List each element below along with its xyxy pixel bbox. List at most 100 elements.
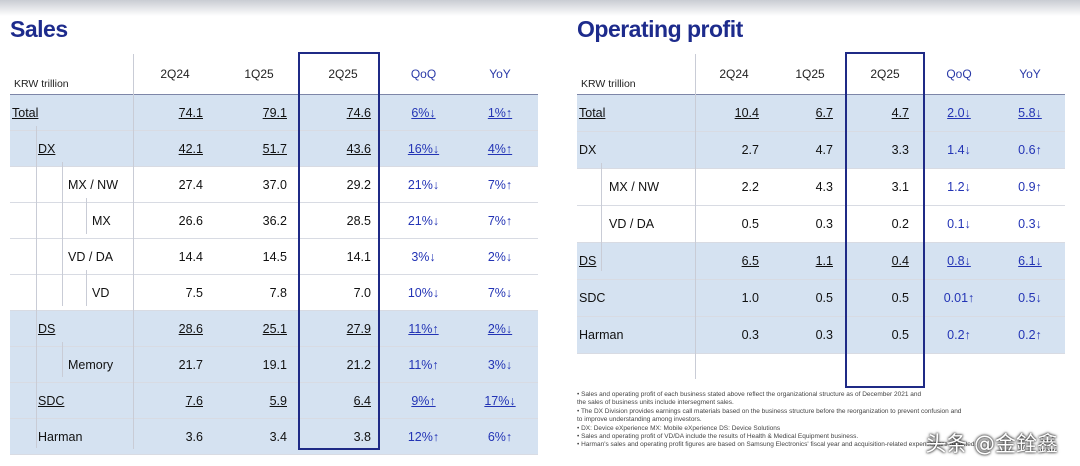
row-label: Total	[12, 105, 39, 120]
value-cell: 6.5	[695, 242, 773, 280]
change-cell: 5.8↓	[995, 94, 1065, 132]
change-cell: 1%↑	[462, 94, 538, 131]
row-label-cell: Memory	[10, 346, 133, 383]
row-label: Memory	[68, 357, 114, 372]
value-cell: 2.2	[695, 168, 773, 206]
change-cell: 7%↑	[462, 166, 538, 203]
op-col-header: QoQ	[923, 54, 995, 95]
row-label: DS	[38, 321, 56, 336]
change-cell: 11%↑	[385, 346, 462, 383]
table-row: DX 2.7 4.7 3.3 1.4↓ 0.6↑	[577, 131, 1065, 169]
value-cell: 0.4	[847, 242, 923, 280]
value-cell: 0.5	[695, 205, 773, 243]
value-cell: 14.4	[133, 238, 217, 275]
indent-guide-line	[695, 54, 696, 379]
value-cell: 1.1	[773, 242, 847, 280]
row-label-cell: MX	[10, 202, 133, 239]
op-header-row: KRW trillion 2Q24 1Q25 2Q25 QoQ YoY	[577, 54, 1065, 95]
sales-col-header: 1Q25	[217, 54, 301, 95]
change-cell: 12%↑	[385, 418, 462, 455]
change-cell: 21%↓	[385, 166, 462, 203]
value-cell: 1.0	[695, 279, 773, 317]
value-cell: 36.2	[217, 202, 301, 239]
indent-guide-line	[86, 270, 87, 306]
indent-guide-line	[36, 126, 37, 448]
value-cell: 0.5	[773, 279, 847, 317]
table-row: Memory 21.7 19.1 21.2 11%↑ 3%↓	[10, 346, 538, 383]
op-2q25-highlight-box	[845, 52, 925, 388]
table-row: VD / DA 14.4 14.5 14.1 3%↓ 2%↓	[10, 238, 538, 275]
change-cell: 6.1↓	[995, 242, 1065, 280]
footnote-line: • Sales and operating profit of VD/DA in…	[577, 433, 859, 441]
row-label-cell: DS	[10, 310, 133, 347]
value-cell: 37.0	[217, 166, 301, 203]
row-label-cell: MX / NW	[10, 166, 133, 203]
sales-col-header: QoQ	[385, 54, 462, 95]
value-cell: 28.5	[301, 202, 385, 239]
footnote-line: to improve understanding among investors…	[577, 416, 702, 424]
change-cell: 0.2↑	[923, 316, 995, 354]
indent-guide-line	[86, 198, 87, 234]
table-row: Harman 0.3 0.3 0.5 0.2↑ 0.2↑	[577, 316, 1065, 354]
change-cell: 1.4↓	[923, 131, 995, 169]
indent-guide-line	[601, 163, 602, 271]
row-label: MX / NW	[68, 177, 118, 192]
change-cell: 16%↓	[385, 130, 462, 167]
change-cell: 0.3↓	[995, 205, 1065, 243]
footnote-line: • Harman's sales and operating profit fi…	[577, 441, 977, 449]
row-label: DX	[579, 143, 597, 157]
row-label-cell: SDC	[10, 382, 133, 419]
table-row: SDC 1.0 0.5 0.5 0.01↑ 0.5↓	[577, 279, 1065, 317]
value-cell: 28.6	[133, 310, 217, 347]
value-cell: 3.3	[847, 131, 923, 169]
table-row: Total 74.1 79.1 74.6 6%↓ 1%↑	[10, 94, 538, 131]
table-row: DS 6.5 1.1 0.4 0.8↓ 6.1↓	[577, 242, 1065, 280]
row-label-cell: VD	[10, 274, 133, 311]
value-cell: 7.0	[301, 274, 385, 311]
table-row: SDC 7.6 5.9 6.4 9%↑ 17%↓	[10, 382, 538, 419]
watermark: 头条 @金銓鑫	[925, 432, 1058, 456]
value-cell: 25.1	[217, 310, 301, 347]
sales-title: Sales	[10, 16, 68, 42]
change-cell: 2%↓	[462, 238, 538, 275]
value-cell: 43.6	[301, 130, 385, 167]
value-cell: 10.4	[695, 94, 773, 132]
value-cell: 6.7	[773, 94, 847, 132]
row-label: DX	[38, 141, 56, 156]
value-cell: 3.6	[133, 418, 217, 455]
row-label: VD / DA	[68, 249, 114, 264]
sales-col-header: 2Q25	[301, 54, 385, 95]
change-cell: 9%↑	[385, 382, 462, 419]
value-cell: 51.7	[217, 130, 301, 167]
footnote-line: • DX: Device eXperience MX: Mobile eXper…	[577, 424, 781, 432]
row-label-cell: Harman	[577, 316, 695, 354]
row-label: SDC	[579, 291, 606, 305]
change-cell: 7%↑	[462, 202, 538, 239]
row-label: MX	[92, 213, 111, 228]
change-cell: 0.5↓	[995, 279, 1065, 317]
value-cell: 26.6	[133, 202, 217, 239]
change-cell: 10%↓	[385, 274, 462, 311]
value-cell: 0.3	[695, 316, 773, 354]
change-cell: 3%↓	[462, 346, 538, 383]
footnotes: • Sales and operating profit of each bus…	[577, 391, 1057, 450]
value-cell: 0.5	[847, 316, 923, 354]
row-label-cell: Total	[10, 94, 133, 131]
value-cell: 79.1	[217, 94, 301, 131]
value-cell: 2.7	[695, 131, 773, 169]
change-cell: 3%↓	[385, 238, 462, 275]
change-cell: 0.6↑	[995, 131, 1065, 169]
value-cell: 7.6	[133, 382, 217, 419]
value-cell: 0.3	[773, 316, 847, 354]
change-cell: 0.2↑	[995, 316, 1065, 354]
value-cell: 3.1	[847, 168, 923, 206]
table-row: VD / DA 0.5 0.3 0.2 0.1↓ 0.3↓	[577, 205, 1065, 243]
value-cell: 27.9	[301, 310, 385, 347]
value-cell: 5.9	[217, 382, 301, 419]
row-label: VD / DA	[609, 217, 655, 231]
change-cell: 17%↓	[462, 382, 538, 419]
op-col-header: 1Q25	[773, 54, 847, 95]
footnote-line: the sales of business units include inte…	[577, 399, 734, 407]
indent-guide-line	[62, 342, 63, 377]
table-row: DX 42.1 51.7 43.6 16%↓ 4%↑	[10, 130, 538, 167]
